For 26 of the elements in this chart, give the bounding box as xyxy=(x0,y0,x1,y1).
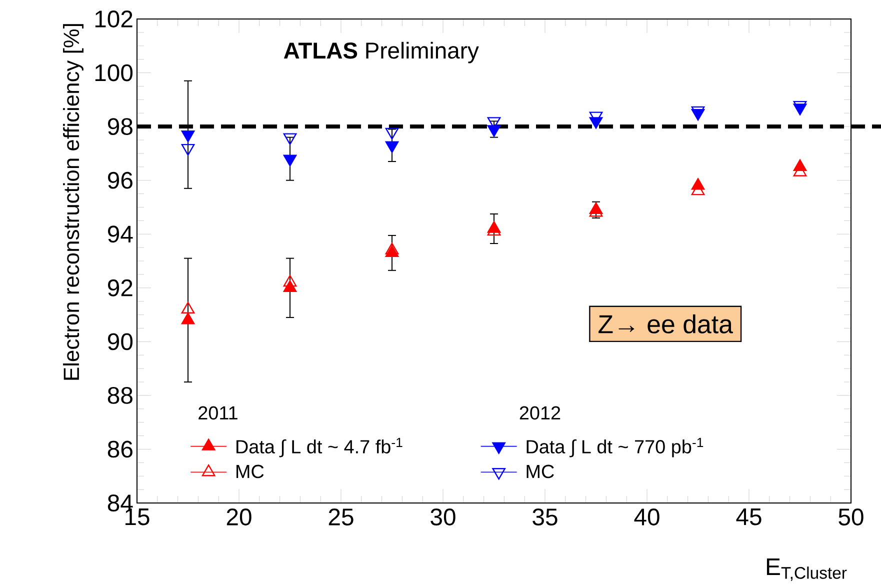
legend-label: Data ∫ L dt ~ 770 pb$^{-1}$ xyxy=(526,438,704,458)
x-tick-label: 40 xyxy=(634,508,660,526)
x-tick-label: 30 xyxy=(430,508,456,526)
y-tick-label: 90 xyxy=(108,333,133,350)
x-tick-label: 25 xyxy=(328,508,354,526)
x-axis-title: E$_{T,Cluster}$ xyxy=(766,558,847,581)
y-tick-label: 92 xyxy=(108,279,132,296)
legend-label: MC xyxy=(236,464,264,478)
x-tick-label: 35 xyxy=(532,508,558,526)
y-tick-label: 86 xyxy=(108,440,132,458)
y-tick-label: 100 xyxy=(95,64,133,82)
y-tick-label: 88 xyxy=(108,386,132,404)
y-tick-label: 98 xyxy=(108,118,132,136)
y-tick-label: 94 xyxy=(108,226,133,243)
y-tick-label: 102 xyxy=(95,10,132,28)
annotation: 2011 xyxy=(198,406,238,420)
legend-label: Data ∫ L dt ~ 4.7 fb$^{-1}$ xyxy=(236,438,402,458)
x-tick-label: 45 xyxy=(736,508,762,526)
legend-label: MC xyxy=(526,464,554,478)
x-tick-label: 50 xyxy=(838,508,864,526)
annotation: ATLAS Preliminary xyxy=(284,42,479,64)
annotation: Z→ ee data xyxy=(598,314,734,334)
annotation: 2012 xyxy=(520,406,560,420)
y-tick-label: 96 xyxy=(108,172,132,189)
x-tick-label: 20 xyxy=(226,508,252,526)
y-axis-title: Electron reconstruction efficiency [%] xyxy=(63,24,84,380)
